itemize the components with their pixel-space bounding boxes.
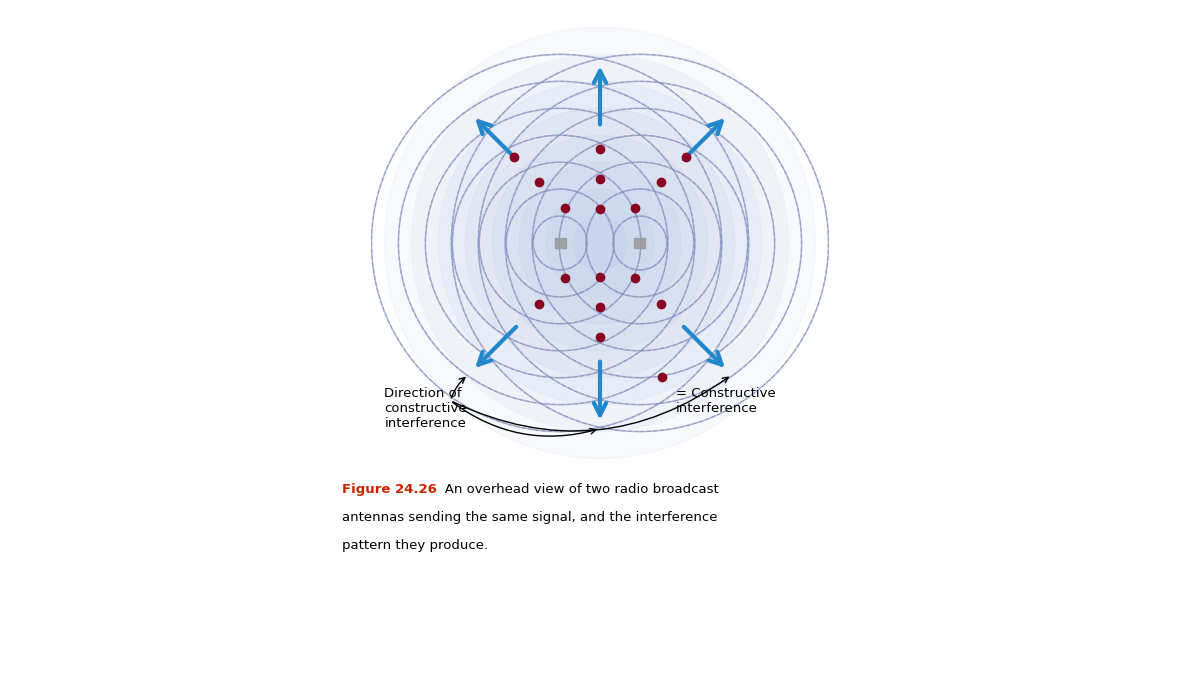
Text: antennas sending the same signal, and the interference: antennas sending the same signal, and th… <box>342 511 718 524</box>
Text: pattern they produce.: pattern they produce. <box>342 539 488 552</box>
Text: = Constructive
interference: = Constructive interference <box>676 387 775 414</box>
Circle shape <box>546 189 654 297</box>
Text: Direction of
constructive
interference: Direction of constructive interference <box>384 387 467 430</box>
Circle shape <box>412 55 788 431</box>
Text: Figure 24.26: Figure 24.26 <box>342 483 437 495</box>
Circle shape <box>492 135 708 351</box>
Bar <box>554 238 565 248</box>
Circle shape <box>384 28 816 458</box>
Circle shape <box>438 82 762 404</box>
Circle shape <box>466 108 734 378</box>
Bar <box>635 238 646 248</box>
Text: An overhead view of two radio broadcast: An overhead view of two radio broadcast <box>432 483 719 495</box>
Circle shape <box>520 162 680 324</box>
Circle shape <box>574 216 626 270</box>
